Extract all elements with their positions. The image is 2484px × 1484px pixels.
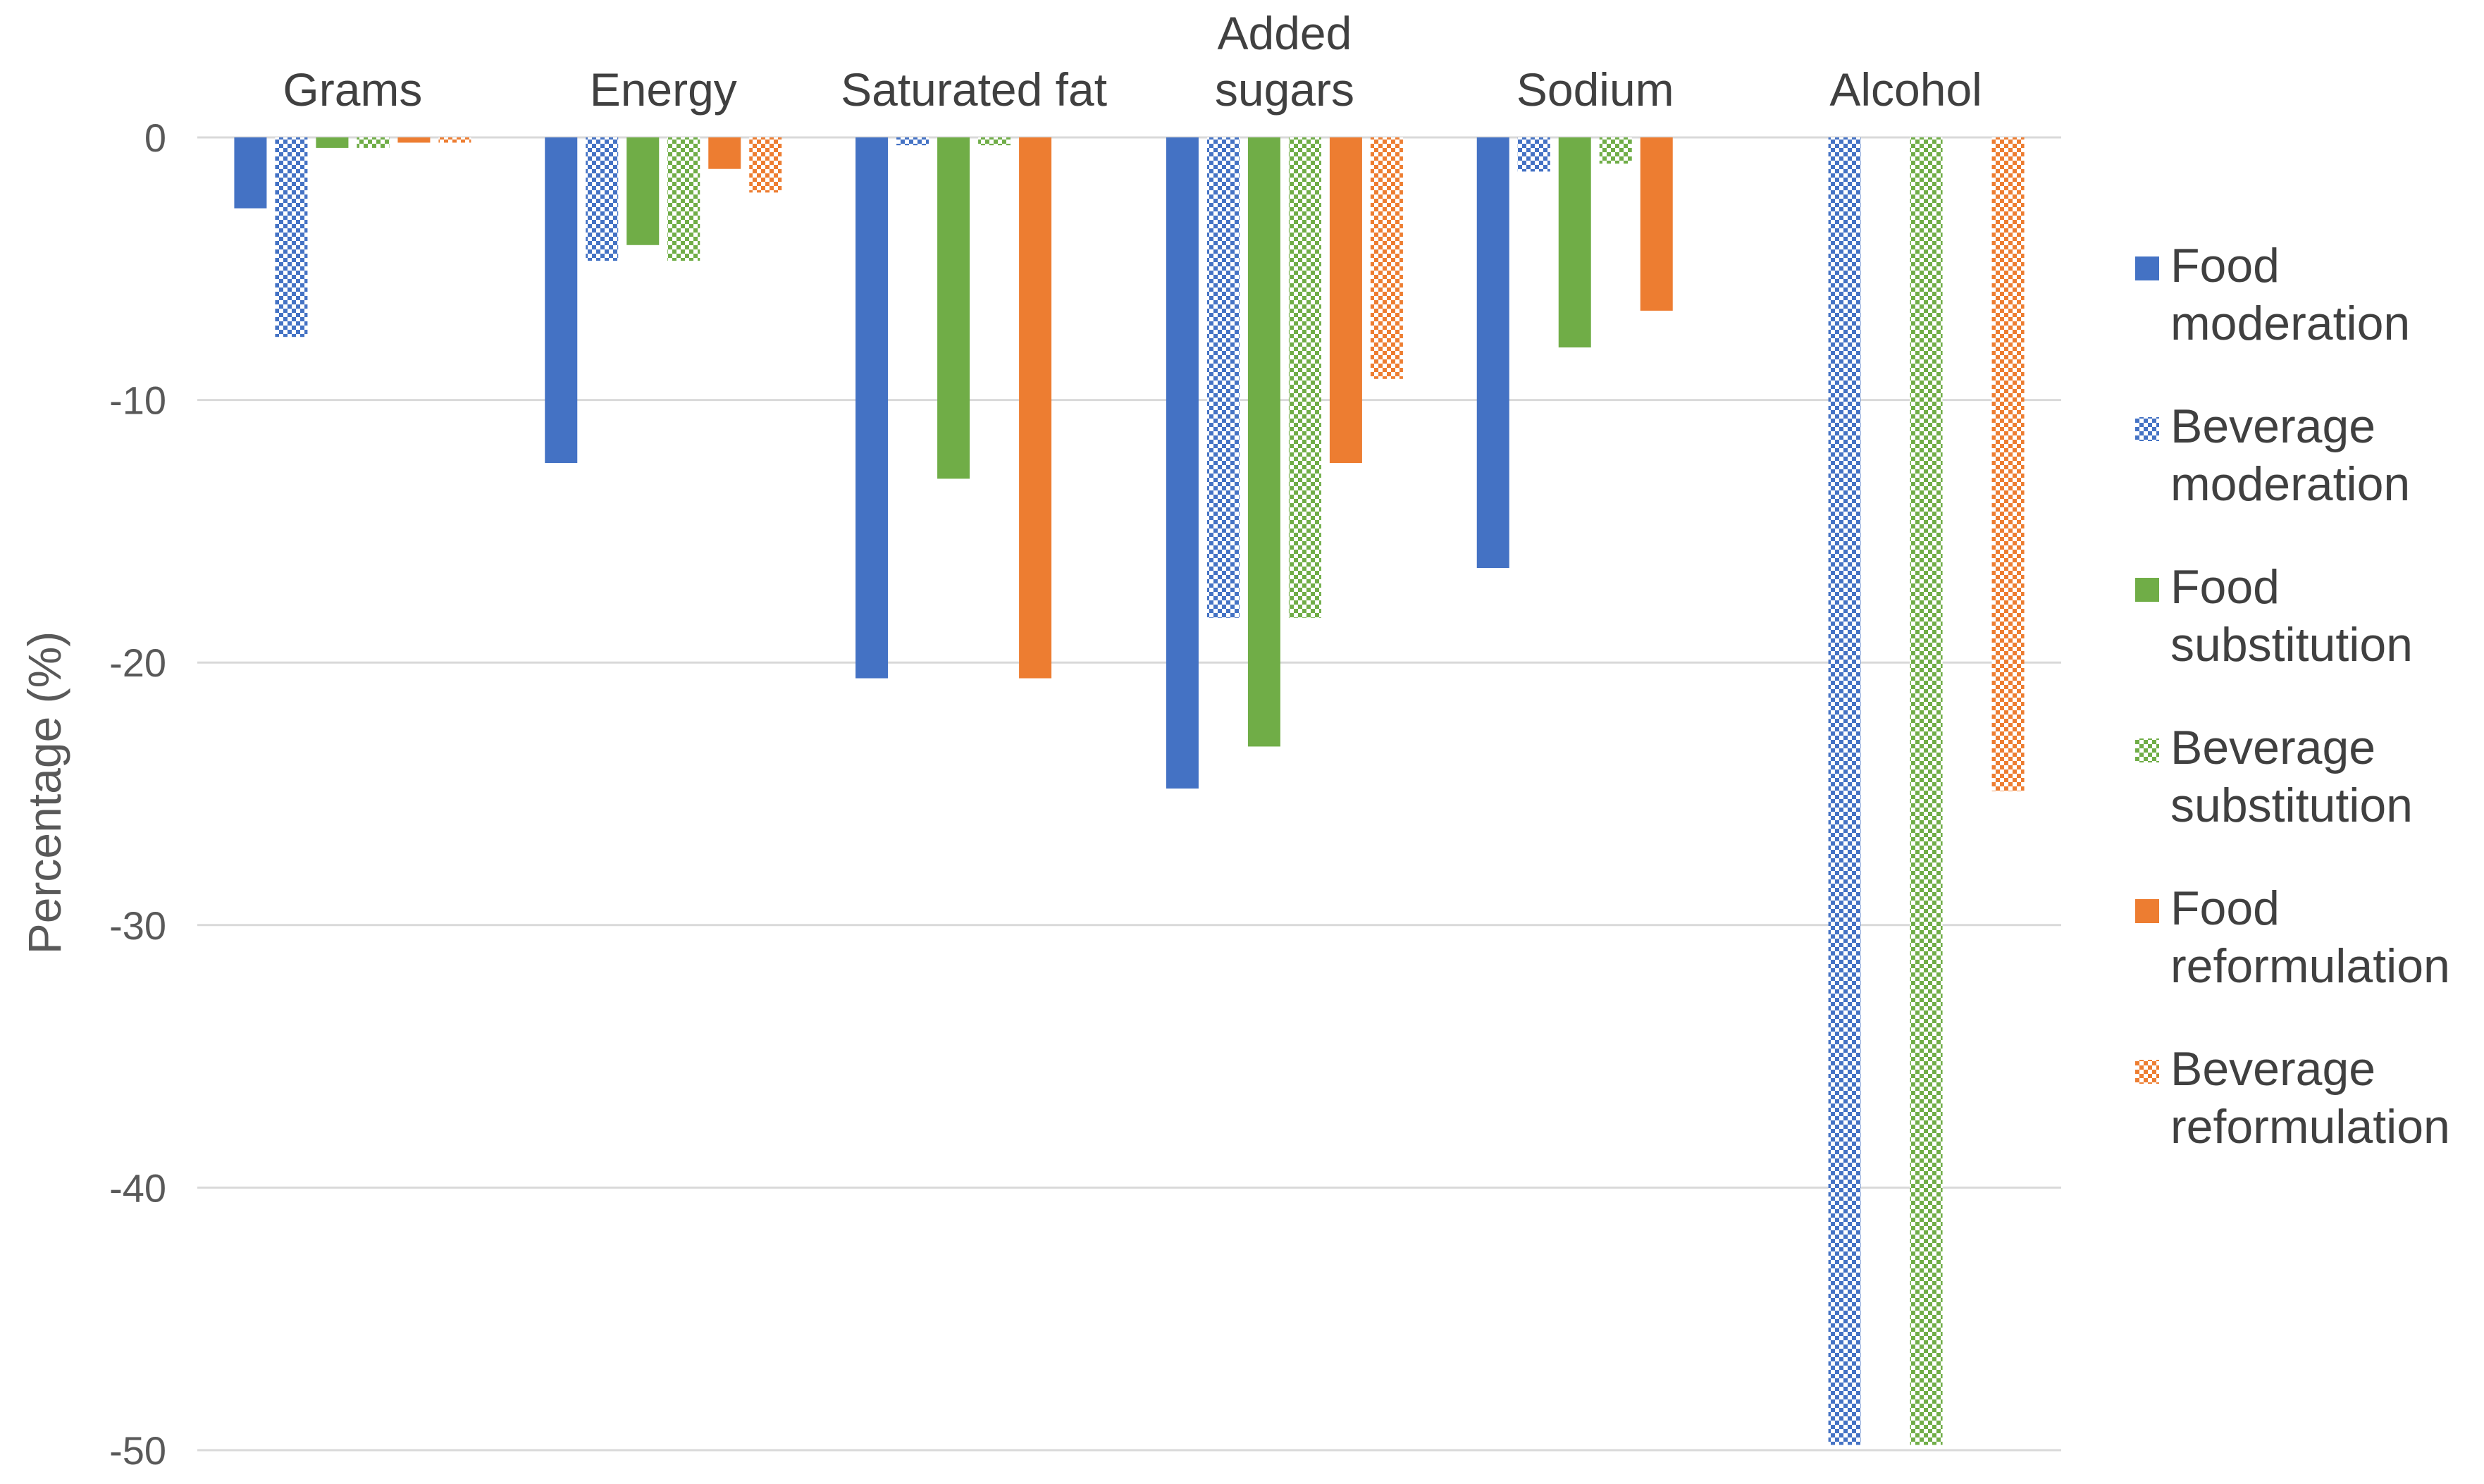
legend-swatch <box>2135 417 2159 441</box>
bar <box>234 137 267 209</box>
bar <box>896 137 929 146</box>
y-tick-label: -10 <box>109 378 166 423</box>
category-label: Added <box>1217 7 1352 59</box>
bar <box>1206 137 1240 618</box>
bar <box>937 137 970 479</box>
legend-label: Beverage <box>2170 1042 2375 1096</box>
legend-label: Beverage <box>2170 721 2375 774</box>
bar <box>1910 137 1943 1445</box>
category-label: sugars <box>1215 63 1354 116</box>
legend: FoodmoderationBeveragemoderationFoodsubs… <box>2135 239 2450 1154</box>
bar <box>855 137 889 679</box>
bar <box>978 137 1011 146</box>
bar <box>667 137 700 261</box>
gridlines <box>197 136 2061 1452</box>
y-tick-label: 0 <box>144 116 166 160</box>
legend-swatch <box>2135 256 2159 280</box>
bar <box>545 137 578 464</box>
legend-label: moderation <box>2170 297 2410 350</box>
legend-swatch <box>2135 1060 2159 1084</box>
y-axis-title: Percentage (%) <box>18 631 70 955</box>
legend-label: reformulation <box>2170 939 2450 993</box>
y-tick-label: -40 <box>109 1165 166 1210</box>
legend-label: Food <box>2170 239 2280 292</box>
bar <box>1019 137 1052 679</box>
legend-swatch <box>2135 899 2159 923</box>
bar <box>1476 137 1509 569</box>
y-tick-label: -20 <box>109 641 166 685</box>
legend-label: Beverage <box>2170 400 2375 453</box>
bar <box>397 137 431 143</box>
y-tick-label: -50 <box>109 1428 166 1473</box>
bar <box>1247 137 1280 747</box>
legend-label: Food <box>2170 882 2280 935</box>
category-label: Saturated fat <box>841 63 1107 116</box>
bar <box>1558 137 1591 348</box>
bar <box>1991 137 2025 791</box>
bar <box>357 137 390 148</box>
y-axis-ticks: 0 -10 -20 -30 -40 -50 <box>109 116 166 1473</box>
bar <box>316 137 349 148</box>
legend-swatch <box>2135 738 2159 762</box>
legend-label: Food <box>2170 560 2280 614</box>
category-label: Grams <box>283 63 422 116</box>
category-label: Energy <box>590 63 737 116</box>
bar <box>1370 137 1403 379</box>
y-tick-label: -30 <box>109 903 166 948</box>
bar <box>1166 137 1199 789</box>
legend-label: substitution <box>2170 779 2413 832</box>
bars <box>234 137 2025 1445</box>
legend-label: reformulation <box>2170 1100 2450 1154</box>
bar <box>1640 137 1673 311</box>
legend-label: substitution <box>2170 618 2413 672</box>
bar <box>708 137 741 169</box>
bar <box>1599 137 1632 164</box>
category-label: Alcohol <box>1829 63 1982 116</box>
bar <box>1329 137 1362 464</box>
bar <box>438 137 471 143</box>
category-label: Sodium <box>1516 63 1674 116</box>
bar <box>1828 137 1861 1445</box>
legend-label: moderation <box>2170 457 2410 511</box>
bar <box>749 137 782 193</box>
bar <box>626 137 660 245</box>
bar <box>275 137 308 338</box>
bar <box>1288 137 1321 618</box>
bar <box>586 137 619 261</box>
bar <box>1517 137 1550 172</box>
legend-swatch <box>2135 578 2159 602</box>
